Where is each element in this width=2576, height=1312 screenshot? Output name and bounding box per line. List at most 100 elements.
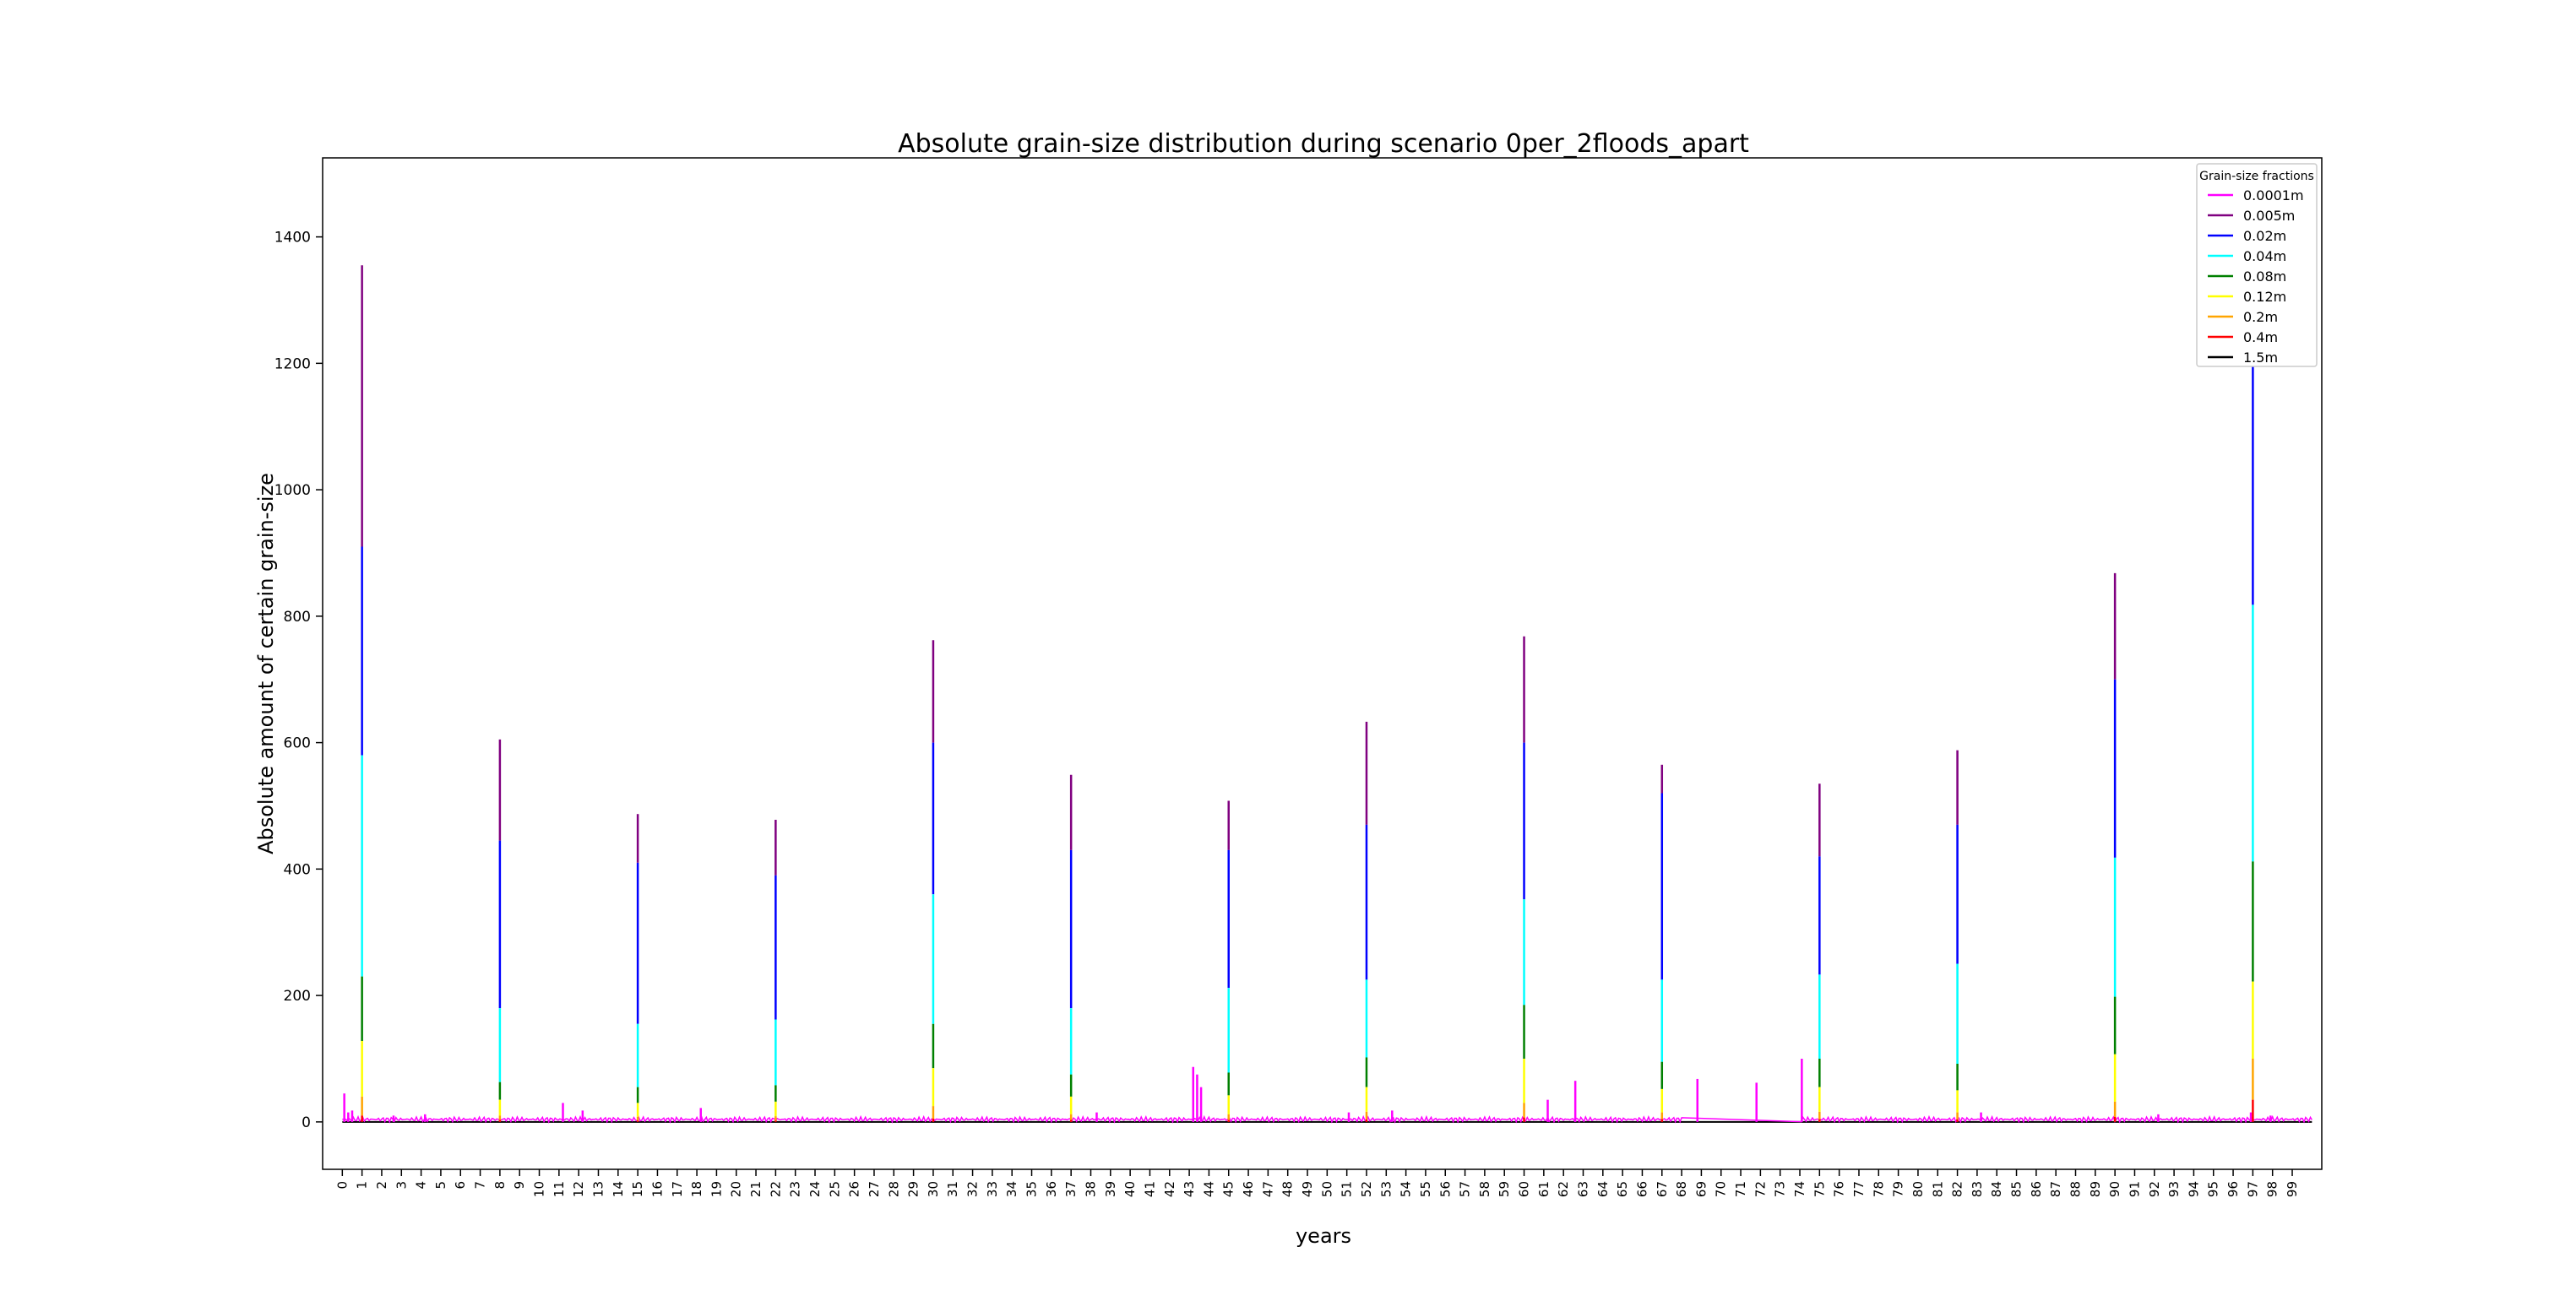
x-tick-label: 14 (611, 1181, 626, 1197)
x-tick-label: 99 (2285, 1181, 2300, 1197)
x-tick-label: 77 (1851, 1181, 1867, 1197)
x-axis: 0 1 2 3 4 5 6 7 8 9 10 11 12 13 14 15 16 17 18 19 20 21 22 23 24… (334, 1169, 2300, 1197)
x-tick-label: 38 (1083, 1181, 1098, 1197)
x-tick-label: 8 (492, 1181, 508, 1190)
x-tick-label: 70 (1714, 1181, 1729, 1197)
x-tick-label: 89 (2088, 1181, 2103, 1197)
x-tick-label: 61 (1536, 1181, 1552, 1197)
x-tick-label: 30 (926, 1181, 941, 1197)
legend: Grain-size fractions 0.0001m 0.005m 0.02m 0… (2196, 163, 2318, 367)
y-axis-label: Absolute amount of certain grain-size (254, 473, 278, 854)
x-tick-label: 26 (847, 1181, 862, 1197)
x-tick-label: 39 (1103, 1181, 1118, 1197)
x-tick-label: 9 (512, 1181, 527, 1190)
x-tick-label: 0 (334, 1181, 350, 1190)
x-tick-label: 6 (453, 1181, 468, 1190)
x-tick-label: 3 (394, 1181, 409, 1190)
x-tick-label: 55 (1418, 1181, 1433, 1197)
legend-label: 0.4m (2243, 329, 2278, 345)
x-tick-label: 49 (1300, 1181, 1315, 1197)
x-tick-label: 86 (2029, 1181, 2044, 1197)
x-tick-label: 48 (1280, 1181, 1296, 1197)
chart-title: Absolute grain-size distribution during … (898, 129, 1749, 159)
x-tick-label: 22 (768, 1181, 783, 1197)
x-tick-label: 33 (985, 1181, 1000, 1197)
legend-label: 0.12m (2243, 289, 2286, 305)
x-tick-label: 54 (1399, 1181, 1414, 1197)
x-tick-label: 51 (1340, 1181, 1355, 1197)
plot-area (322, 157, 2323, 1170)
x-tick-label: 90 (2107, 1181, 2122, 1197)
x-tick-label: 72 (1753, 1181, 1768, 1197)
x-tick-label: 52 (1359, 1181, 1374, 1197)
x-tick-label: 82 (1950, 1181, 1965, 1197)
x-tick-label: 74 (1792, 1181, 1807, 1197)
x-tick-label: 41 (1142, 1181, 1157, 1197)
x-tick-label: 97 (2245, 1181, 2260, 1197)
x-tick-label: 58 (1477, 1181, 1492, 1197)
x-tick-label: 27 (867, 1181, 882, 1197)
x-tick-label: 24 (807, 1181, 823, 1197)
x-tick-label: 31 (945, 1181, 960, 1197)
x-tick-label: 29 (906, 1181, 921, 1197)
x-tick-label: 11 (552, 1181, 567, 1197)
x-tick-label: 81 (1930, 1181, 1945, 1197)
x-tick-label: 34 (1004, 1181, 1019, 1197)
x-tick-label: 12 (571, 1181, 586, 1197)
x-tick-label: 50 (1319, 1181, 1334, 1197)
x-tick-label: 79 (1891, 1181, 1906, 1197)
x-tick-label: 36 (1044, 1181, 1059, 1197)
x-tick-label: 4 (414, 1181, 429, 1190)
x-tick-label: 67 (1655, 1181, 1670, 1197)
x-tick-label: 98 (2265, 1181, 2280, 1197)
x-tick-label: 73 (1773, 1181, 1788, 1197)
y-tick-label: 800 (284, 609, 311, 626)
x-axis-label: years (1296, 1224, 1351, 1248)
x-tick-label: 1 (355, 1181, 370, 1190)
y-tick-label: 1000 (274, 482, 311, 499)
x-tick-label: 23 (788, 1181, 803, 1197)
y-tick-label: 600 (284, 735, 311, 752)
x-tick-label: 78 (1871, 1181, 1886, 1197)
x-tick-label: 43 (1182, 1181, 1197, 1197)
y-tick-label: 1400 (274, 230, 311, 247)
x-tick-label: 7 (473, 1181, 488, 1190)
x-tick-label: 42 (1162, 1181, 1177, 1197)
y-tick-label: 1200 (274, 355, 311, 372)
legend-label: 0.02m (2243, 228, 2286, 244)
x-tick-label: 17 (670, 1181, 685, 1197)
y-axis: 0 200 400 600 800 1000 1200 1400 (274, 230, 323, 1131)
x-tick-label: 87 (2048, 1181, 2063, 1197)
x-tick-label: 94 (2186, 1181, 2201, 1197)
legend-label: 0.005m (2243, 208, 2295, 224)
x-tick-label: 40 (1122, 1181, 1138, 1197)
x-tick-label: 65 (1615, 1181, 1630, 1197)
x-tick-label: 95 (2206, 1181, 2221, 1197)
x-tick-label: 2 (374, 1181, 389, 1190)
x-tick-label: 37 (1063, 1181, 1079, 1197)
x-tick-label: 13 (590, 1181, 606, 1197)
x-tick-label: 83 (1970, 1181, 1985, 1197)
x-tick-label: 68 (1674, 1181, 1689, 1197)
x-tick-label: 66 (1634, 1181, 1649, 1197)
x-tick-label: 47 (1260, 1181, 1275, 1197)
x-tick-label: 92 (2147, 1181, 2162, 1197)
x-tick-label: 16 (649, 1181, 665, 1197)
legend-label: 0.08m (2243, 268, 2286, 285)
x-tick-label: 96 (2225, 1181, 2241, 1197)
legend-label: 1.5m (2243, 350, 2278, 366)
x-tick-label: 71 (1733, 1181, 1748, 1197)
legend-label: 0.04m (2243, 248, 2286, 264)
legend-title: Grain-size fractions (2199, 170, 2314, 183)
x-tick-label: 64 (1595, 1181, 1611, 1197)
x-tick-label: 85 (2009, 1181, 2024, 1197)
x-tick-label: 35 (1024, 1181, 1040, 1197)
x-tick-label: 57 (1458, 1181, 1473, 1197)
legend-label: 0.0001m (2243, 187, 2304, 203)
x-tick-label: 84 (1989, 1181, 2004, 1197)
x-tick-label: 44 (1201, 1181, 1216, 1197)
x-tick-label: 32 (965, 1181, 981, 1197)
x-tick-label: 56 (1437, 1181, 1453, 1197)
x-tick-label: 69 (1693, 1181, 1709, 1197)
x-tick-label: 15 (630, 1181, 645, 1197)
